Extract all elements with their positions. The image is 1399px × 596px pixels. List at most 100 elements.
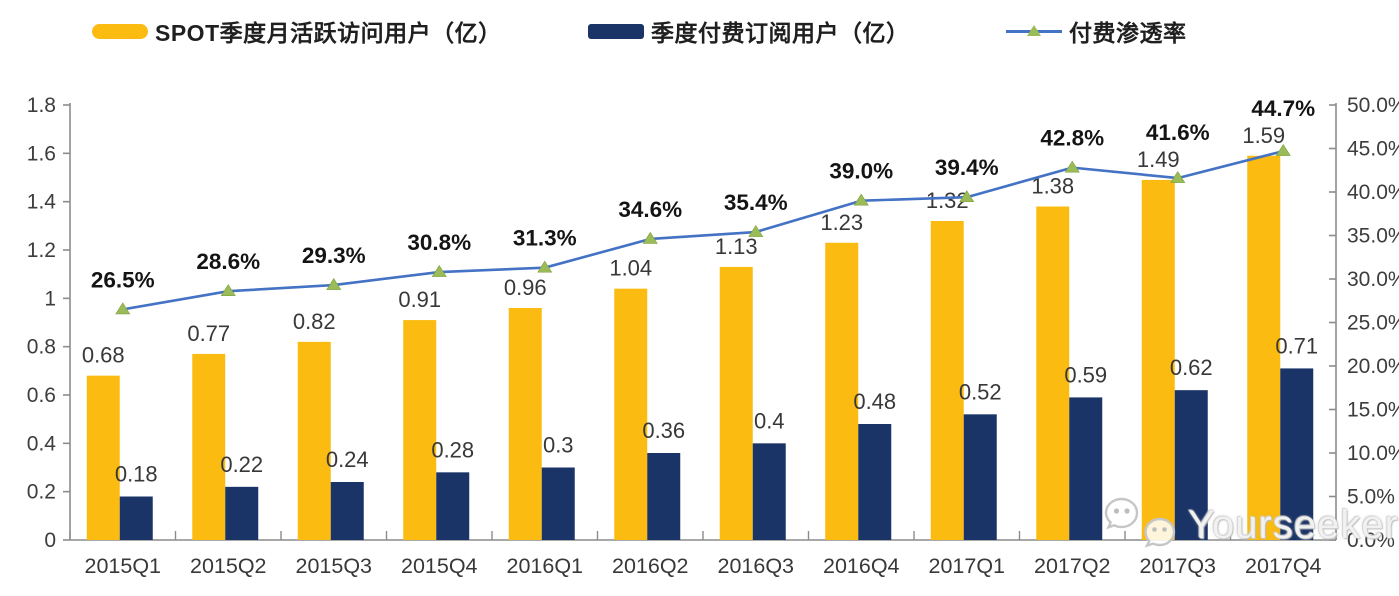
y-axis-left-tick-label: 1 [44, 287, 56, 310]
penetration-value-label: 44.7% [1251, 96, 1315, 121]
y-axis-right-tick-label: 5.0% [1347, 486, 1395, 509]
x-axis-label: 2016Q4 [823, 554, 900, 578]
x-axis-label: 2017Q1 [928, 554, 1005, 578]
mau-legend-swatch-icon [92, 23, 148, 39]
mau-value-label: 0.91 [398, 287, 441, 312]
penetration-value-label: 30.8% [407, 230, 471, 255]
penetration-marker-icon [431, 264, 447, 277]
mau-value-label: 0.68 [82, 343, 125, 368]
legend-item-subs[interactable]: 季度付费订阅用户（亿） [588, 14, 910, 48]
subs-bar [752, 443, 786, 540]
mau-bar [930, 221, 964, 540]
penetration-legend-label: 付费渗透率 [1069, 20, 1187, 46]
penetration-value-label: 34.6% [618, 197, 682, 222]
mau-value-label: 1.23 [820, 210, 863, 235]
subs-value-label: 0.62 [1170, 355, 1213, 380]
mau-bar [614, 288, 648, 540]
x-axis-label: 2017Q2 [1034, 554, 1111, 578]
subs-value-label: 0.28 [431, 437, 474, 462]
mau-value-label: 1.04 [609, 256, 652, 281]
subs-bar [225, 486, 259, 540]
y-axis-left-tick-label: 0.2 [27, 481, 56, 504]
y-axis-left-tick-label: 1.8 [27, 94, 56, 117]
wechat-icon [1104, 497, 1176, 548]
y-axis-right-tick-label: 0.0% [1347, 529, 1395, 552]
y-axis-left-tick-label: 0.4 [27, 432, 57, 455]
subs-value-label: 0.4 [754, 408, 785, 433]
y-axis-right-tick-label: 40.0% [1347, 181, 1399, 204]
mau-bar [1036, 206, 1070, 540]
penetration-marker-icon [642, 231, 658, 244]
subs-value-label: 0.18 [115, 462, 158, 487]
penetration-marker-icon [1064, 160, 1080, 173]
penetration-line [122, 149, 1284, 311]
subs-value-label: 0.71 [1275, 333, 1318, 358]
subs-value-label: 0.36 [642, 418, 685, 443]
penetration-legend-line-marker-icon [1006, 23, 1062, 39]
watermark: Yourseeker [1104, 496, 1399, 554]
penetration-marker-icon [220, 284, 236, 296]
mau-bar [1141, 179, 1175, 540]
mau-value-label: 0.96 [504, 275, 547, 300]
x-axis-label: 2015Q3 [295, 554, 372, 578]
penetration-marker-icon [1275, 144, 1291, 156]
y-axis-right-tick-label: 10.0% [1347, 442, 1399, 465]
subs-value-label: 0.48 [853, 389, 896, 414]
mau-value-label: 0.77 [187, 321, 230, 346]
y-axis-right-tick-label: 30.0% [1347, 268, 1399, 291]
mau-bar [508, 308, 542, 540]
penetration-value-label: 28.6% [196, 249, 260, 274]
y-axis-right-tick-label: 20.0% [1347, 355, 1399, 378]
penetration-value-label: 39.0% [829, 159, 893, 184]
mau-bar [192, 353, 226, 540]
y-axis-left-tick-label: 0.8 [27, 336, 56, 359]
subs-bar [963, 414, 997, 540]
mau-bar [719, 266, 753, 540]
penetration-marker-icon [1170, 171, 1186, 183]
penetration-marker-icon [326, 278, 342, 290]
subs-value-label: 0.22 [220, 452, 263, 477]
penetration-value-label: 29.3% [302, 243, 366, 268]
mau-value-label: 0.82 [293, 309, 336, 334]
x-axis-label: 2016Q2 [612, 554, 689, 578]
penetration-marker-icon [959, 190, 975, 203]
mau-bar [1247, 155, 1281, 540]
subs-value-label: 0.24 [326, 447, 369, 472]
mau-bar [403, 320, 437, 540]
subs-bar [858, 424, 892, 540]
mau-bar [86, 375, 120, 540]
subs-bar [436, 472, 470, 540]
y-axis-left-tick-label: 0 [44, 529, 56, 552]
subs-bar [1280, 368, 1314, 540]
legend-item-mau[interactable]: SPOT季度月活跃访问用户（亿） [92, 14, 502, 48]
y-axis-left-tick-label: 0.6 [27, 384, 56, 407]
y-axis-right-tick-label: 15.0% [1347, 399, 1399, 422]
mau-value-label: 1.59 [1242, 123, 1285, 148]
subs-legend-label: 季度付费订阅用户（亿） [651, 20, 910, 46]
subs-bar [119, 496, 153, 540]
subs-value-label: 0.52 [959, 379, 1002, 404]
y-axis-left-tick-label: 1.6 [27, 142, 56, 165]
mau-legend-label: SPOT季度月活跃访问用户（亿） [155, 20, 502, 46]
x-axis-label: 2015Q1 [84, 554, 161, 578]
subs-bar [541, 467, 575, 540]
y-axis-right-tick-label: 25.0% [1347, 312, 1399, 335]
x-axis-label: 2016Q3 [717, 554, 794, 578]
penetration-value-label: 35.4% [724, 190, 788, 215]
y-axis-right-tick-label: 50.0% [1347, 94, 1399, 117]
x-axis-label: 2015Q2 [190, 554, 267, 578]
x-axis-label: 2017Q4 [1245, 554, 1322, 578]
subs-bar [1069, 397, 1103, 540]
x-axis-label: 2016Q1 [506, 554, 583, 578]
mau-value-label: 1.49 [1137, 147, 1180, 172]
subs-value-label: 0.59 [1064, 362, 1107, 387]
legend-item-penetration[interactable]: 付费渗透率 [1006, 14, 1187, 48]
subs-bar [1174, 390, 1208, 540]
penetration-value-label: 31.3% [513, 226, 577, 251]
x-axis-label: 2015Q4 [401, 554, 478, 578]
y-axis-left-tick-label: 1.4 [27, 191, 57, 214]
x-axis-label: 2017Q3 [1139, 554, 1216, 578]
penetration-value-label: 39.4% [935, 155, 999, 180]
mau-bar [297, 341, 331, 540]
